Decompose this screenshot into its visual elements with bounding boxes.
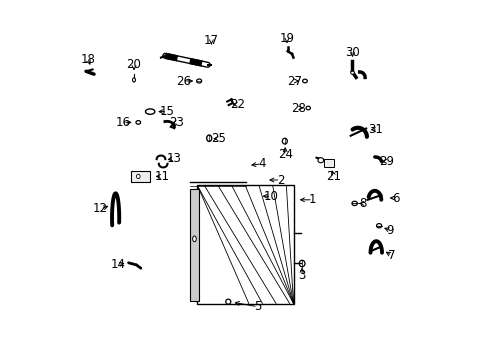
Text: 18: 18: [81, 53, 95, 66]
Text: 13: 13: [166, 152, 182, 165]
Text: 11: 11: [154, 170, 169, 183]
Ellipse shape: [305, 106, 310, 110]
Text: 6: 6: [391, 192, 399, 204]
Bar: [323, 159, 333, 167]
Ellipse shape: [136, 121, 141, 124]
Ellipse shape: [206, 135, 211, 141]
Text: 10: 10: [264, 190, 278, 203]
Ellipse shape: [132, 78, 135, 82]
Text: 14: 14: [110, 258, 125, 271]
Text: 30: 30: [345, 46, 359, 59]
Ellipse shape: [196, 79, 201, 83]
Ellipse shape: [136, 174, 140, 179]
Text: 29: 29: [378, 155, 393, 168]
Ellipse shape: [302, 79, 306, 83]
Text: 28: 28: [290, 102, 305, 114]
Text: 4: 4: [258, 157, 265, 170]
Bar: [189, 189, 199, 301]
Text: 27: 27: [286, 75, 301, 87]
Text: 16: 16: [116, 116, 130, 129]
Text: 2: 2: [276, 174, 284, 186]
Text: 26: 26: [176, 75, 191, 87]
Text: 3: 3: [298, 269, 305, 282]
Text: 20: 20: [126, 58, 141, 71]
Text: 15: 15: [160, 105, 174, 118]
Ellipse shape: [192, 236, 196, 242]
Text: 31: 31: [368, 123, 383, 136]
Bar: [131, 171, 150, 182]
Ellipse shape: [282, 138, 287, 144]
Text: 7: 7: [387, 249, 395, 262]
Text: 9: 9: [386, 224, 393, 237]
Ellipse shape: [350, 71, 354, 74]
Text: 17: 17: [203, 34, 219, 47]
Text: 1: 1: [308, 193, 316, 206]
Bar: [197, 185, 294, 304]
Text: 12: 12: [93, 202, 108, 215]
Text: 22: 22: [229, 98, 244, 111]
Ellipse shape: [145, 109, 155, 114]
Text: 24: 24: [277, 148, 292, 161]
Text: 8: 8: [359, 197, 366, 210]
Ellipse shape: [225, 299, 230, 304]
Ellipse shape: [317, 158, 323, 163]
Text: 21: 21: [325, 170, 341, 183]
Ellipse shape: [376, 224, 381, 228]
Ellipse shape: [299, 260, 305, 267]
Text: 19: 19: [279, 32, 294, 45]
Text: 23: 23: [169, 116, 184, 129]
Text: 5: 5: [254, 300, 261, 313]
Text: 25: 25: [211, 132, 225, 145]
Ellipse shape: [351, 201, 357, 206]
